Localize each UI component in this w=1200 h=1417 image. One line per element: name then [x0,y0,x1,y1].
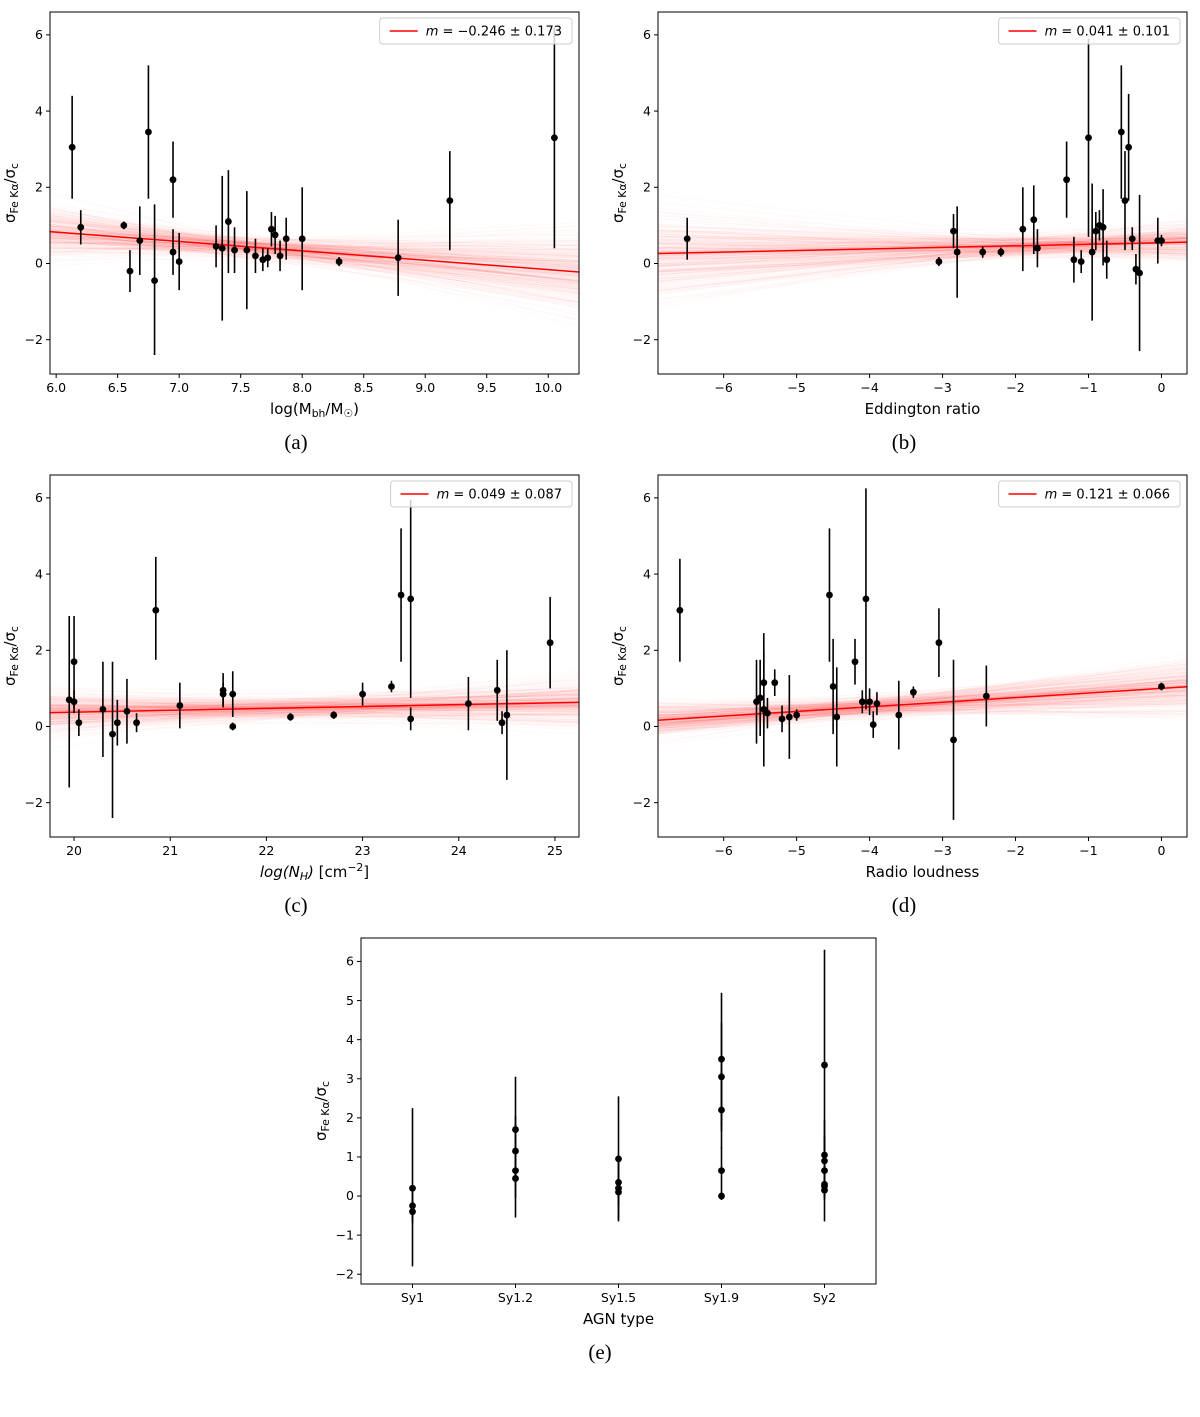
panel-e: Sy1 Sy1.2 Sy1.5 Sy1.9 Sy2 −2 −1 0 1 2 3 4 5 6 AGN type… [311,930,889,1365]
svg-text:0: 0 [1157,843,1165,858]
svg-text:6.0: 6.0 [46,380,66,395]
panel-a: 6.0 6.5 7.0 7.5 8.0 8.5 9.0 9.5 10.0 −2 0 2 4 6 log(Mb… [0,4,592,455]
svg-text:2: 2 [643,179,651,194]
svg-text:0: 0 [35,256,43,271]
svg-text:0: 0 [643,719,651,734]
svg-text:−1: −1 [336,1227,354,1242]
svg-text:σFe Kα/σc: σFe Kα/σc [609,626,629,686]
svg-text:4: 4 [643,566,651,581]
svg-text:2: 2 [35,642,43,657]
panel-b: −6 −5 −4 −3 −2 −1 0 −2 0 2 4 6 Eddington ratio σFe Kα… [608,4,1200,455]
svg-text:22: 22 [258,843,274,858]
chart-b-eddington-scatter: −6 −5 −4 −3 −2 −1 0 −2 0 2 4 6 Eddington ratio σFe Kα… [609,11,1188,418]
svg-text:6: 6 [643,27,651,42]
svg-text:Sy1.5: Sy1.5 [601,1290,636,1305]
svg-text:Sy2: Sy2 [813,1290,836,1305]
svg-text:−2: −2 [336,1266,354,1281]
row-3: Sy1 Sy1.2 Sy1.5 Sy1.9 Sy2 −2 −1 0 1 2 3 4 5 6 AGN type… [0,930,1200,1365]
svg-text:−6: −6 [714,843,732,858]
svg-text:25: 25 [547,843,563,858]
svg-text:−6: −6 [714,380,732,395]
svg-text:8.0: 8.0 [292,380,312,395]
svg-text:24: 24 [451,843,467,858]
svg-text:4: 4 [35,103,43,118]
svg-text:−1: −1 [1079,380,1097,395]
row-2: 20 21 22 23 24 25 −2 0 2 4 6 log(NH) [cm−2] σFe Kα/σ… [0,467,1200,918]
svg-text:4: 4 [35,566,43,581]
svg-text:−5: −5 [787,380,805,395]
row-1: 6.0 6.5 7.0 7.5 8.0 8.5 9.0 9.5 10.0 −2 0 2 4 6 log(Mb… [0,4,1200,455]
svg-text:2: 2 [35,179,43,194]
svg-text:3: 3 [346,1071,354,1086]
svg-text:10.0: 10.0 [534,380,562,395]
svg-text:σFe Kα/σc: σFe Kα/σc [609,163,629,223]
svg-text:5: 5 [346,993,354,1008]
svg-text:2: 2 [346,1110,354,1125]
svg-text:Sy1.9: Sy1.9 [704,1290,739,1305]
svg-text:Sy1: Sy1 [401,1290,424,1305]
svg-text:−2: −2 [1006,380,1024,395]
svg-text:Eddington ratio: Eddington ratio [865,400,981,418]
svg-text:23: 23 [355,843,371,858]
svg-text:0: 0 [643,256,651,271]
svg-text:log(NH) [cm−2]: log(NH) [cm−2] [260,861,369,883]
svg-text:σFe Kα/σc: σFe Kα/σc [312,1081,332,1141]
svg-text:4: 4 [643,103,651,118]
svg-text:9.5: 9.5 [477,380,497,395]
svg-text:6: 6 [346,954,354,969]
svg-text:0: 0 [1157,380,1165,395]
svg-text:21: 21 [162,843,178,858]
svg-text:0: 0 [346,1188,354,1203]
figure-grid: 6.0 6.5 7.0 7.5 8.0 8.5 9.0 9.5 10.0 −2 0 2 4 6 log(Mb… [0,4,1200,1365]
svg-text:−3: −3 [933,380,951,395]
svg-text:−4: −4 [860,843,878,858]
svg-text:−1: −1 [1079,843,1097,858]
svg-text:σFe Kα/σc: σFe Kα/σc [1,626,21,686]
panel-e-caption: (e) [588,1340,612,1364]
svg-text:9.0: 9.0 [415,380,435,395]
panel-d: −6 −5 −4 −3 −2 −1 0 −2 0 2 4 6 Radio loudness σFe Kα/… [608,467,1200,918]
svg-text:AGN type: AGN type [583,1310,654,1328]
svg-text:6: 6 [35,490,43,505]
chart-e-agn-type-scatter: Sy1 Sy1.2 Sy1.5 Sy1.9 Sy2 −2 −1 0 1 2 3 4 5 6 AGN type… [312,937,877,1328]
svg-text:6.5: 6.5 [108,380,128,395]
panel-d-caption: (d) [891,893,917,917]
svg-text:7.5: 7.5 [231,380,251,395]
svg-text:6: 6 [35,27,43,42]
svg-text:−2: −2 [1006,843,1024,858]
panel-a-caption: (a) [284,430,308,454]
panel-b-caption: (b) [891,430,917,454]
svg-text:0: 0 [35,719,43,734]
svg-text:−2: −2 [25,795,43,810]
svg-text:m = 0.049 ± 0.087: m = 0.049 ± 0.087 [437,488,562,503]
svg-text:Sy1.2: Sy1.2 [498,1290,533,1305]
svg-text:σFe Kα/σc: σFe Kα/σc [1,163,21,223]
svg-text:7.0: 7.0 [169,380,189,395]
panel-c: 20 21 22 23 24 25 −2 0 2 4 6 log(NH) [cm−2] σFe Kα/σ… [0,467,592,918]
svg-text:−3: −3 [933,843,951,858]
svg-text:−4: −4 [860,380,878,395]
svg-text:m = 0.121 ± 0.066: m = 0.121 ± 0.066 [1045,488,1170,503]
svg-text:20: 20 [66,843,82,858]
chart-d-radio-scatter: −6 −5 −4 −3 −2 −1 0 −2 0 2 4 6 Radio loudness σFe Kα/… [609,474,1188,881]
svg-text:m = −0.246 ± 0.173: m = −0.246 ± 0.173 [426,25,562,40]
svg-text:6: 6 [643,490,651,505]
svg-text:4: 4 [346,1032,354,1047]
svg-text:−5: −5 [787,843,805,858]
svg-text:2: 2 [643,642,651,657]
panel-c-caption: (c) [284,893,308,917]
svg-text:1: 1 [346,1149,354,1164]
svg-text:Radio loudness: Radio loudness [866,863,980,881]
svg-text:log(Mbh/M☉): log(Mbh/M☉) [270,400,359,420]
svg-text:8.5: 8.5 [354,380,374,395]
svg-text:m = 0.041 ± 0.101: m = 0.041 ± 0.101 [1045,25,1170,40]
chart-a-mbh-scatter: 6.0 6.5 7.0 7.5 8.0 8.5 9.0 9.5 10.0 −2 0 2 4 6 log(Mb… [1,11,580,420]
svg-text:−2: −2 [25,332,43,347]
svg-text:−2: −2 [633,332,651,347]
svg-text:−2: −2 [633,795,651,810]
